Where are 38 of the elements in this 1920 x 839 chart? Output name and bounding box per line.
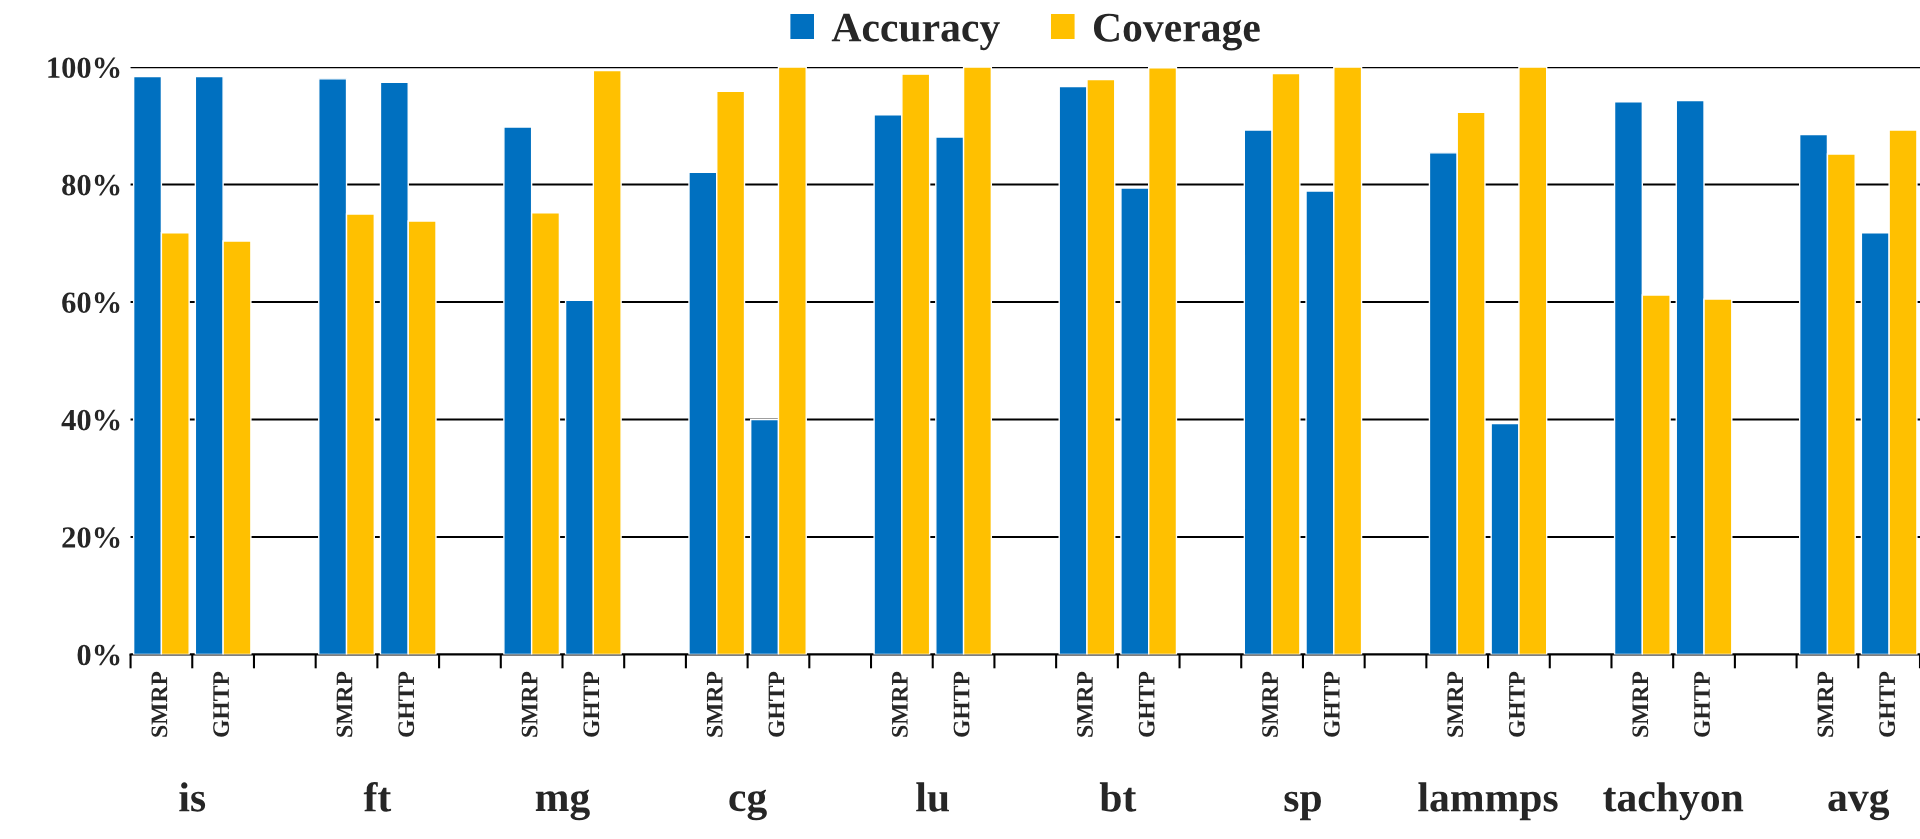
text: cg — [729, 789, 767, 821]
x-tick-label: SMRP — [1262, 671, 1279, 737]
y-tick-label: 40% — [61, 409, 120, 431]
x-tick-label: GHTP — [1879, 671, 1896, 737]
x-tick-label: GHTP — [398, 671, 415, 737]
text: lammps — [1418, 782, 1558, 821]
text: mg — [535, 789, 590, 821]
x-tick-label: SMRP — [336, 671, 353, 737]
x-tick-label: GHTP — [768, 671, 785, 737]
text: lu — [916, 782, 949, 812]
y-tick-label: 0% — [77, 644, 120, 666]
y-tick-label: 100% — [48, 57, 120, 79]
x-tick-label: SMRP — [1817, 671, 1834, 737]
legend-label: Accuracy — [831, 13, 1000, 51]
x-tick-label: GHTP — [1508, 671, 1525, 737]
x-tick-label: GHTP — [1323, 671, 1340, 737]
x-tick-label: SMRP — [1077, 671, 1093, 737]
x-tick-label: GHTP — [583, 671, 600, 737]
x-tick-label: GHTP — [213, 671, 230, 737]
x-tick-label: SMRP — [1447, 671, 1464, 737]
x-tick-label: SMRP — [891, 671, 908, 737]
x-tick-label: SMRP — [521, 671, 538, 737]
x-tick-label: SMRP — [706, 671, 723, 737]
text: tachyon — [1603, 782, 1744, 821]
x-tick-label: GHTP — [1138, 671, 1155, 737]
y-tick-label: 20% — [62, 527, 120, 548]
y-tick-label: 60% — [62, 292, 120, 314]
text: ft — [363, 781, 392, 812]
y-tick-label: 80% — [62, 174, 120, 196]
x-tick-label: GHTP — [1694, 671, 1710, 737]
text: is — [179, 782, 206, 812]
x-tick-label: SMRP — [151, 671, 168, 737]
text: bt — [1099, 782, 1137, 812]
legend-label: Coverage — [1093, 13, 1260, 51]
x-tick-label: SMRP — [1632, 671, 1649, 737]
text: sp — [1284, 791, 1321, 821]
x-tick-label: GHTP — [953, 671, 970, 737]
text: avg — [1828, 789, 1890, 821]
